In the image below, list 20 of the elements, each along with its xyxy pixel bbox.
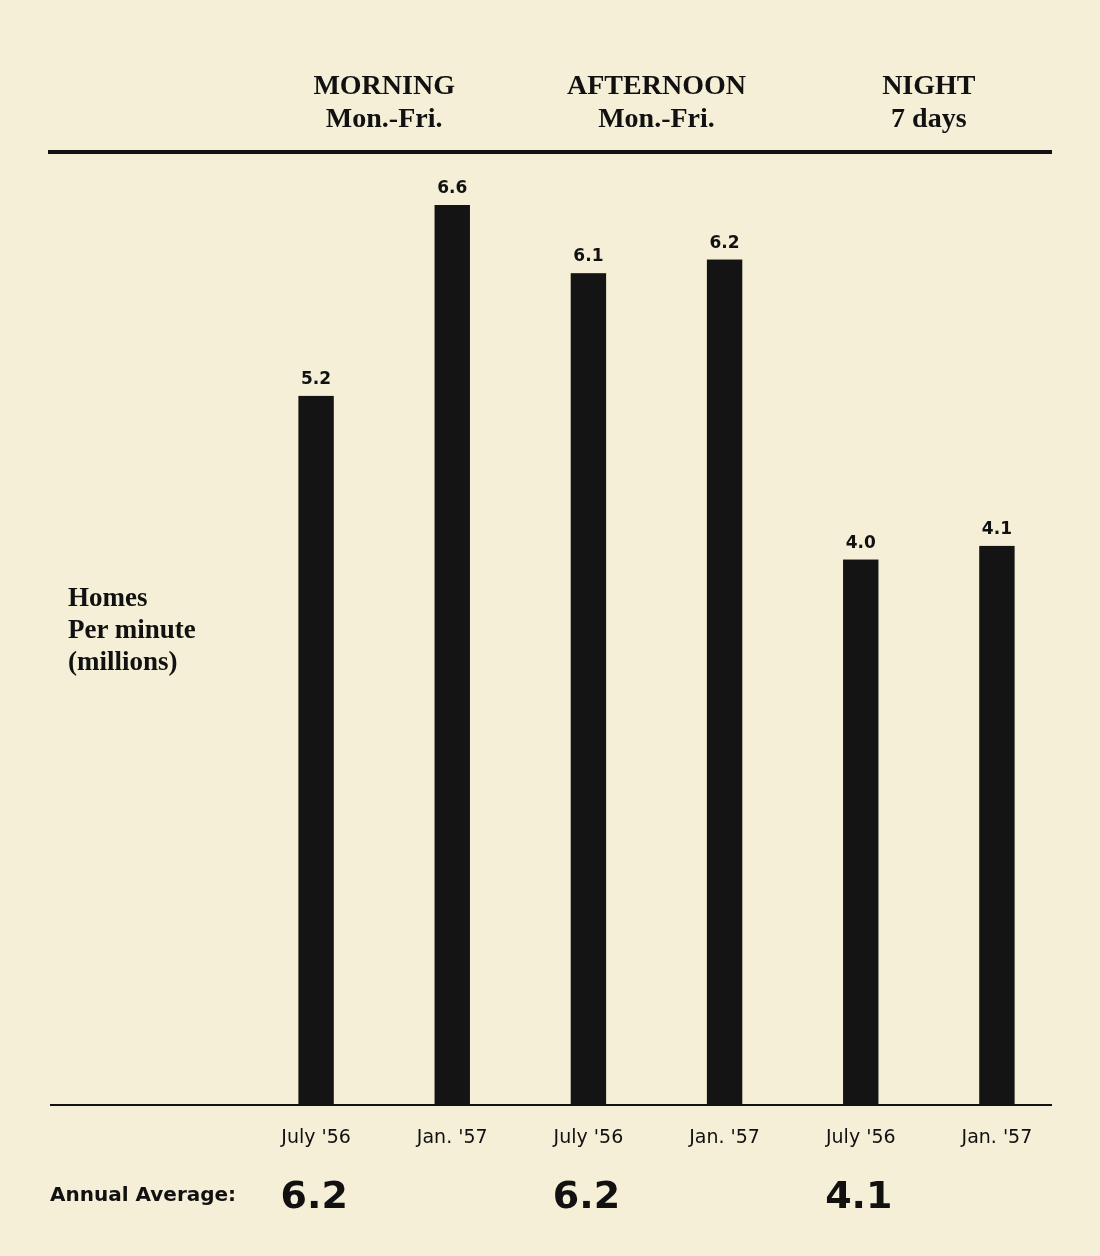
- x-tick-label: Jan. '57: [415, 1125, 488, 1147]
- x-tick-label: July '56: [824, 1125, 896, 1147]
- text: 4.1: [825, 1173, 893, 1217]
- data-label: 4.1: [981, 517, 1012, 538]
- text: Annual Average:: [50, 1182, 237, 1206]
- data-label: 4.0: [845, 531, 876, 552]
- x-tick-label: July '56: [552, 1125, 624, 1147]
- y-axis-title: Homes Per minute (millions): [68, 582, 196, 676]
- text: AFTERNOON Mon.-Fri.: [567, 69, 746, 133]
- data-label: 6.1: [573, 245, 604, 266]
- x-tick-label: Jan. '57: [688, 1125, 760, 1147]
- text: NIGHT 7 days: [882, 69, 976, 133]
- x-tick-label: July '56: [280, 1125, 351, 1147]
- text: 6.2: [280, 1173, 348, 1217]
- data-label: 6.2: [709, 231, 740, 252]
- text: 6.2: [552, 1173, 621, 1217]
- data-label: 6.6: [437, 177, 468, 197]
- x-tick-label: Jan. '57: [960, 1125, 1033, 1147]
- text: MORNING Mon.-Fri.: [313, 69, 456, 133]
- data-label: 5.2: [301, 367, 332, 388]
